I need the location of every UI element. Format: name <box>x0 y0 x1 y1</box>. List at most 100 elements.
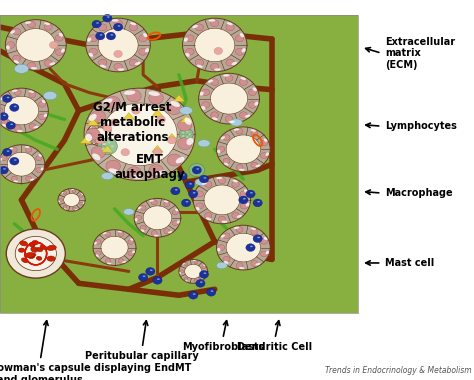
Ellipse shape <box>41 168 44 171</box>
Ellipse shape <box>36 256 42 260</box>
Ellipse shape <box>129 24 137 31</box>
Ellipse shape <box>111 145 114 147</box>
Ellipse shape <box>197 172 199 174</box>
Ellipse shape <box>164 201 168 203</box>
Ellipse shape <box>118 231 122 233</box>
Ellipse shape <box>122 261 126 263</box>
Ellipse shape <box>171 101 180 107</box>
Ellipse shape <box>253 199 262 207</box>
Ellipse shape <box>6 122 15 129</box>
Ellipse shape <box>245 114 250 118</box>
Ellipse shape <box>2 124 7 127</box>
Ellipse shape <box>145 48 149 52</box>
Polygon shape <box>152 110 163 116</box>
Ellipse shape <box>26 147 32 152</box>
Ellipse shape <box>72 207 76 210</box>
Ellipse shape <box>92 142 95 144</box>
Ellipse shape <box>221 221 228 223</box>
Ellipse shape <box>1 168 7 173</box>
Ellipse shape <box>261 153 267 158</box>
Ellipse shape <box>179 272 181 274</box>
Ellipse shape <box>240 203 248 209</box>
Ellipse shape <box>110 34 113 36</box>
Ellipse shape <box>101 236 128 259</box>
Ellipse shape <box>248 89 256 96</box>
Ellipse shape <box>204 185 240 215</box>
Ellipse shape <box>232 212 239 218</box>
Ellipse shape <box>185 264 202 279</box>
Ellipse shape <box>218 146 225 152</box>
Ellipse shape <box>157 279 160 280</box>
Ellipse shape <box>253 87 257 91</box>
Ellipse shape <box>182 199 191 207</box>
Ellipse shape <box>200 175 209 183</box>
Ellipse shape <box>96 254 99 257</box>
Ellipse shape <box>25 146 30 148</box>
Ellipse shape <box>103 125 112 132</box>
Ellipse shape <box>251 129 256 132</box>
Ellipse shape <box>199 73 259 124</box>
Ellipse shape <box>175 209 178 211</box>
Ellipse shape <box>246 244 255 252</box>
Ellipse shape <box>202 101 210 108</box>
Ellipse shape <box>84 88 195 180</box>
Ellipse shape <box>134 198 181 237</box>
Ellipse shape <box>203 264 205 266</box>
Ellipse shape <box>87 135 89 137</box>
Ellipse shape <box>103 144 106 145</box>
Ellipse shape <box>63 192 67 195</box>
Ellipse shape <box>14 106 17 107</box>
Ellipse shape <box>164 202 170 207</box>
Ellipse shape <box>251 228 256 230</box>
Ellipse shape <box>153 149 162 156</box>
Text: Dendritic Cell: Dendritic Cell <box>237 342 312 352</box>
Ellipse shape <box>30 179 34 181</box>
Ellipse shape <box>86 128 100 140</box>
Ellipse shape <box>89 114 97 121</box>
Ellipse shape <box>236 48 244 55</box>
Ellipse shape <box>21 258 28 263</box>
Ellipse shape <box>195 59 203 66</box>
Ellipse shape <box>261 238 267 244</box>
Ellipse shape <box>212 117 218 120</box>
Ellipse shape <box>71 189 74 190</box>
Ellipse shape <box>29 124 36 129</box>
Ellipse shape <box>185 53 190 57</box>
Polygon shape <box>80 136 91 143</box>
Ellipse shape <box>101 173 113 180</box>
Ellipse shape <box>107 263 111 264</box>
Ellipse shape <box>36 168 42 173</box>
Ellipse shape <box>80 195 83 198</box>
Ellipse shape <box>217 177 222 179</box>
Ellipse shape <box>96 240 101 244</box>
Ellipse shape <box>16 28 55 62</box>
Ellipse shape <box>196 203 203 209</box>
Ellipse shape <box>32 241 38 245</box>
Ellipse shape <box>88 133 91 136</box>
Ellipse shape <box>106 97 120 109</box>
Ellipse shape <box>196 281 199 282</box>
Ellipse shape <box>92 20 101 28</box>
Ellipse shape <box>92 140 95 143</box>
Ellipse shape <box>223 256 230 262</box>
Ellipse shape <box>100 65 106 68</box>
Text: Lymphocytes: Lymphocytes <box>385 121 457 131</box>
Ellipse shape <box>239 196 248 204</box>
Ellipse shape <box>106 32 116 40</box>
Ellipse shape <box>25 253 35 258</box>
Ellipse shape <box>255 263 260 266</box>
Ellipse shape <box>179 128 193 140</box>
Ellipse shape <box>3 114 6 116</box>
Ellipse shape <box>203 177 206 179</box>
Ellipse shape <box>29 242 35 247</box>
Ellipse shape <box>62 192 64 193</box>
Ellipse shape <box>124 90 136 95</box>
Ellipse shape <box>186 136 188 138</box>
Ellipse shape <box>231 62 237 65</box>
Ellipse shape <box>155 170 166 176</box>
Ellipse shape <box>225 116 233 122</box>
Ellipse shape <box>27 21 36 28</box>
Ellipse shape <box>96 251 101 255</box>
Ellipse shape <box>230 119 242 126</box>
Ellipse shape <box>13 55 20 62</box>
